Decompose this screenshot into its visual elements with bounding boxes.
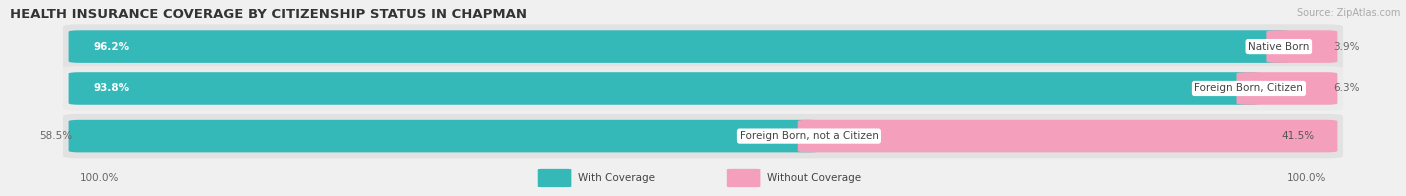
FancyBboxPatch shape (727, 169, 761, 187)
Text: 100.0%: 100.0% (80, 173, 120, 183)
Text: HEALTH INSURANCE COVERAGE BY CITIZENSHIP STATUS IN CHAPMAN: HEALTH INSURANCE COVERAGE BY CITIZENSHIP… (10, 8, 527, 22)
FancyBboxPatch shape (69, 30, 1291, 63)
Text: With Coverage: With Coverage (578, 173, 655, 183)
Text: 6.3%: 6.3% (1333, 83, 1360, 93)
FancyBboxPatch shape (63, 66, 1343, 111)
FancyBboxPatch shape (537, 169, 571, 187)
Text: 58.5%: 58.5% (39, 131, 73, 141)
FancyBboxPatch shape (69, 72, 1260, 105)
Text: 100.0%: 100.0% (1286, 173, 1326, 183)
Text: Foreign Born, Citizen: Foreign Born, Citizen (1195, 83, 1303, 93)
Text: Native Born: Native Born (1249, 42, 1309, 52)
Text: Foreign Born, not a Citizen: Foreign Born, not a Citizen (740, 131, 879, 141)
FancyBboxPatch shape (797, 120, 1337, 152)
FancyBboxPatch shape (63, 114, 1343, 158)
Text: 96.2%: 96.2% (94, 42, 129, 52)
Text: 41.5%: 41.5% (1282, 131, 1315, 141)
Text: Source: ZipAtlas.com: Source: ZipAtlas.com (1298, 8, 1400, 18)
Text: 3.9%: 3.9% (1333, 42, 1360, 52)
FancyBboxPatch shape (1267, 30, 1337, 63)
Text: Without Coverage: Without Coverage (768, 173, 862, 183)
FancyBboxPatch shape (69, 120, 820, 152)
FancyBboxPatch shape (1236, 72, 1337, 105)
Text: 93.8%: 93.8% (94, 83, 129, 93)
FancyBboxPatch shape (63, 24, 1343, 69)
